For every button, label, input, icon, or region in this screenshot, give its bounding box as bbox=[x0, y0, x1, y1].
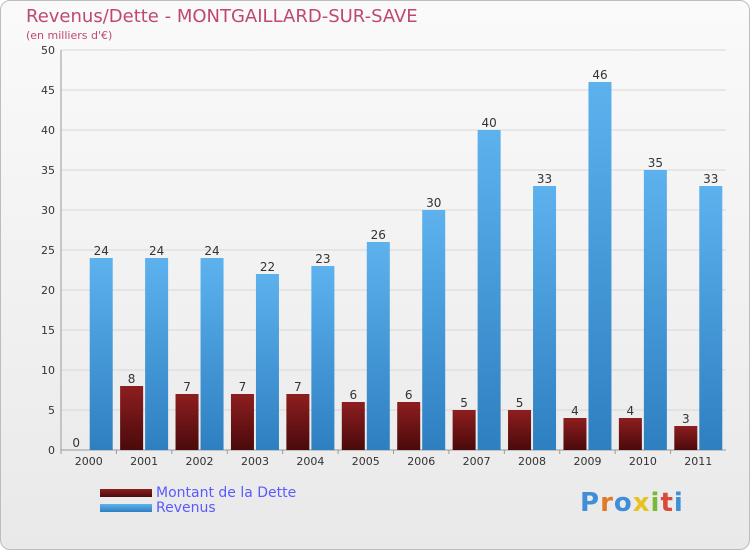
logo-letter: P bbox=[580, 488, 601, 518]
debt-value-label: 6 bbox=[405, 388, 413, 402]
x-tick-label: 2008 bbox=[518, 455, 546, 468]
logo-letter: o bbox=[613, 488, 633, 518]
x-tick-label: 2011 bbox=[684, 455, 712, 468]
logo-letter: i bbox=[673, 488, 684, 518]
chart-subtitle: (en milliers d'€) bbox=[26, 29, 113, 42]
legend-swatch-revenue bbox=[100, 504, 152, 512]
debt-bar bbox=[397, 402, 421, 450]
revenue-bar bbox=[145, 258, 169, 450]
debt-bar bbox=[286, 394, 310, 450]
debt-value-label: 3 bbox=[682, 412, 690, 426]
y-tick-label: 10 bbox=[41, 364, 55, 377]
revenue-value-label: 23 bbox=[315, 252, 330, 266]
x-tick-label: 2004 bbox=[296, 455, 324, 468]
debt-bar bbox=[120, 386, 144, 450]
debt-bar bbox=[618, 418, 642, 450]
x-tick-label: 2003 bbox=[241, 455, 269, 468]
y-tick-label: 30 bbox=[41, 204, 55, 217]
revenue-value-label: 26 bbox=[371, 228, 386, 242]
revenue-value-label: 24 bbox=[149, 244, 164, 258]
revenue-bar bbox=[200, 258, 224, 450]
debt-value-label: 7 bbox=[239, 380, 247, 394]
revenue-bar bbox=[477, 130, 501, 450]
x-tick-label: 2005 bbox=[352, 455, 380, 468]
y-tick-label: 50 bbox=[41, 44, 55, 57]
y-tick-label: 0 bbox=[48, 444, 55, 457]
logo-letter: t bbox=[660, 488, 674, 518]
x-tick-label: 2000 bbox=[75, 455, 103, 468]
debt-value-label: 6 bbox=[349, 388, 357, 402]
debt-bar bbox=[508, 410, 532, 450]
x-tick-label: 2007 bbox=[463, 455, 491, 468]
revenue-value-label: 40 bbox=[481, 116, 496, 130]
x-tick-label: 2010 bbox=[629, 455, 657, 468]
x-tick-label: 2002 bbox=[186, 455, 214, 468]
legend-label-debt: Montant de la Dette bbox=[156, 485, 297, 501]
legend-swatch-debt bbox=[100, 489, 152, 497]
debt-value-label: 4 bbox=[627, 404, 635, 418]
legend-label-revenue: Revenus bbox=[156, 500, 216, 516]
revenue-value-label: 33 bbox=[537, 172, 552, 186]
revenue-bar bbox=[89, 258, 113, 450]
x-tick-label: 2006 bbox=[407, 455, 435, 468]
logo-letter: r bbox=[600, 488, 614, 518]
x-tick-label: 2001 bbox=[130, 455, 158, 468]
revenue-bar bbox=[533, 186, 557, 450]
logo-letter: i bbox=[650, 488, 661, 518]
revenue-bar bbox=[255, 274, 279, 450]
revenue-bar bbox=[311, 266, 335, 450]
debt-bar bbox=[341, 402, 365, 450]
y-tick-label: 15 bbox=[41, 324, 55, 337]
y-tick-label: 20 bbox=[41, 284, 55, 297]
debt-bar bbox=[175, 394, 199, 450]
logo-letter: x bbox=[632, 488, 651, 518]
y-tick-label: 35 bbox=[41, 164, 55, 177]
debt-value-label: 0 bbox=[72, 436, 80, 450]
debt-bar bbox=[563, 418, 587, 450]
chart-title: Revenus/Dette - MONTGAILLARD-SUR-SAVE bbox=[26, 6, 418, 27]
revenue-value-label: 46 bbox=[592, 68, 607, 82]
debt-value-label: 5 bbox=[516, 396, 524, 410]
revenue-value-label: 33 bbox=[703, 172, 718, 186]
y-tick-label: 25 bbox=[41, 244, 55, 257]
revenue-value-label: 22 bbox=[260, 260, 275, 274]
debt-value-label: 7 bbox=[183, 380, 191, 394]
debt-bar bbox=[452, 410, 476, 450]
debt-bar bbox=[230, 394, 254, 450]
revenue-bar bbox=[643, 170, 667, 450]
y-tick-label: 45 bbox=[41, 84, 55, 97]
revenue-bar bbox=[366, 242, 390, 450]
revenue-value-label: 35 bbox=[648, 156, 663, 170]
debt-value-label: 7 bbox=[294, 380, 302, 394]
x-tick-label: 2009 bbox=[573, 455, 601, 468]
debt-bar bbox=[674, 426, 698, 450]
debt-value-label: 8 bbox=[128, 372, 136, 386]
revenue-value-label: 30 bbox=[426, 196, 441, 210]
debt-value-label: 4 bbox=[571, 404, 579, 418]
debt-value-label: 5 bbox=[460, 396, 468, 410]
revenue-value-label: 24 bbox=[94, 244, 109, 258]
y-tick-label: 5 bbox=[48, 404, 55, 417]
y-tick-label: 40 bbox=[41, 124, 55, 137]
proxiti-logo: Proxiti bbox=[580, 488, 684, 518]
revenue-bar bbox=[588, 82, 612, 450]
revenue-value-label: 24 bbox=[204, 244, 219, 258]
revenue-bar bbox=[699, 186, 723, 450]
revenue-bar bbox=[422, 210, 446, 450]
